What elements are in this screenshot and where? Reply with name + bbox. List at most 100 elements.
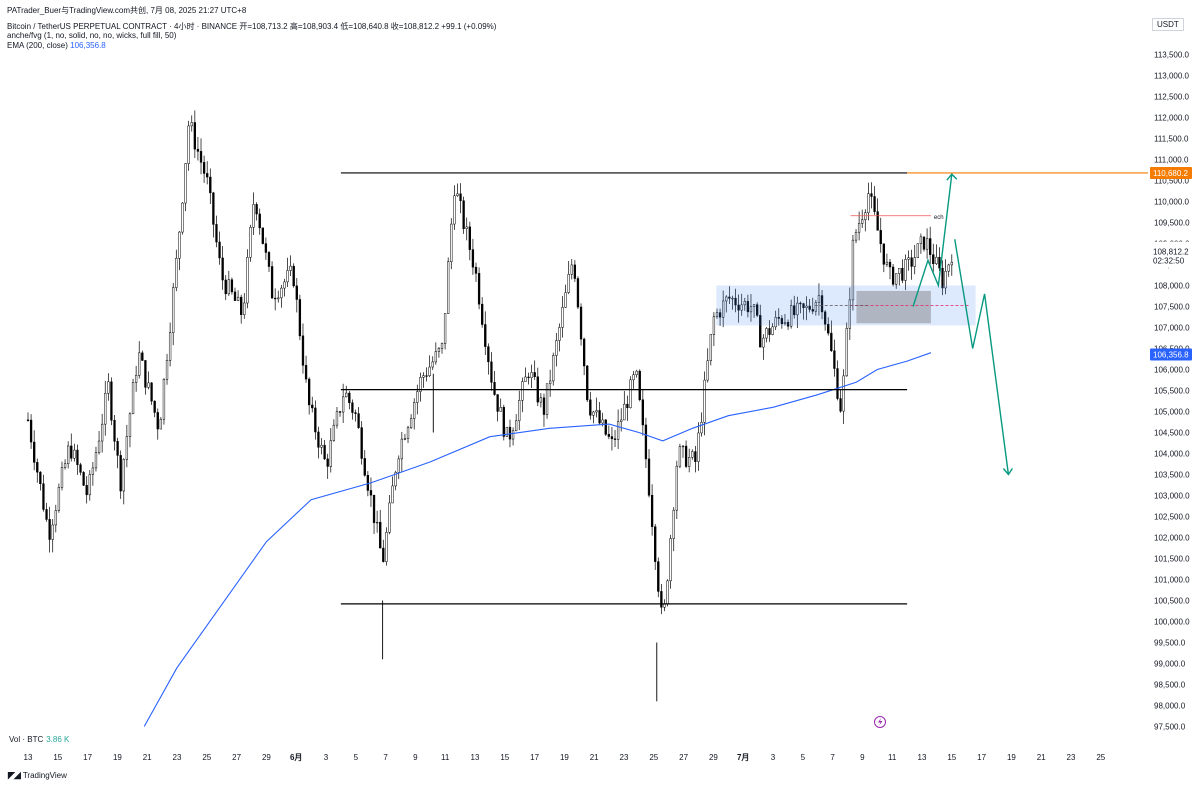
candle-body xyxy=(187,125,190,164)
candle-body xyxy=(70,445,73,459)
candle-body xyxy=(280,287,283,299)
candle-body xyxy=(138,352,141,376)
candle-body xyxy=(341,396,345,413)
x-tick-label: 23 xyxy=(173,753,182,762)
candle-body xyxy=(904,259,907,281)
x-tick-label: 25 xyxy=(649,753,658,762)
current-price-bg xyxy=(1150,241,1192,268)
candle-body xyxy=(521,381,524,401)
candle-body xyxy=(36,462,39,473)
candle-body xyxy=(839,398,842,412)
candle-body xyxy=(360,427,363,459)
candle-body xyxy=(434,351,437,363)
candle-body xyxy=(515,420,518,432)
candle-body xyxy=(385,532,388,562)
candle-body xyxy=(715,312,719,317)
candle-body xyxy=(898,268,901,274)
y-tick-label: 111,000.0 xyxy=(1154,156,1189,165)
candle-body xyxy=(508,426,512,440)
candle-body xyxy=(919,236,923,244)
candle-body xyxy=(524,376,527,382)
candle-body xyxy=(172,287,175,333)
y-tick-label: 108,000.0 xyxy=(1154,282,1190,291)
candle-body xyxy=(277,297,280,300)
candle-body xyxy=(48,519,51,540)
candle-body xyxy=(382,547,385,562)
candle-body xyxy=(443,313,447,344)
candle-body xyxy=(91,467,95,475)
candle-body xyxy=(935,256,938,265)
candle-body xyxy=(97,440,101,453)
candle-body xyxy=(326,458,329,467)
candle-body xyxy=(261,227,264,244)
x-tick-label: 15 xyxy=(947,753,956,762)
x-tick-label: 21 xyxy=(1037,753,1046,762)
candle-body xyxy=(193,122,196,150)
x-tick-label: 25 xyxy=(1096,753,1105,762)
x-tick-label: 23 xyxy=(620,753,629,762)
x-tick-label: 21 xyxy=(143,753,152,762)
candle-body xyxy=(762,337,765,348)
candle-body xyxy=(743,301,746,306)
candle-body xyxy=(867,193,870,213)
volume-legend[interactable]: Vol · BTC 3.86 K xyxy=(9,735,69,744)
candle-body xyxy=(221,257,224,281)
candle-body xyxy=(162,378,166,420)
y-tick-label: 101,000.0 xyxy=(1154,576,1190,585)
candle-body xyxy=(39,471,42,485)
ema-value: 106,356.8 xyxy=(70,41,106,50)
candle-body xyxy=(783,322,787,325)
candle-body xyxy=(88,474,91,496)
candle-body xyxy=(379,521,382,549)
indicator-legend[interactable]: anche/fvg (1, no, solid, no, no, wicks, … xyxy=(7,31,177,40)
candle-body xyxy=(944,270,947,289)
candle-body xyxy=(252,204,255,228)
candle-body xyxy=(756,304,759,316)
tradingview-logo[interactable]: ◤◢ TradingView xyxy=(8,770,67,781)
candle-body xyxy=(283,281,286,289)
candle-body xyxy=(681,445,685,448)
candle-body xyxy=(555,340,558,356)
volume-label: Vol · BTC xyxy=(9,735,44,744)
candle-body xyxy=(119,455,122,492)
candle-body xyxy=(752,304,756,307)
x-tick-label: 6月 xyxy=(290,753,302,762)
x-tick-label: 27 xyxy=(679,753,688,762)
candle-body xyxy=(817,295,821,303)
candle-body xyxy=(564,292,567,308)
candle-body xyxy=(178,231,181,259)
candle-body xyxy=(295,285,298,300)
currency-button[interactable]: USDT xyxy=(1152,18,1184,31)
candle-body xyxy=(233,291,237,301)
ema-legend[interactable]: EMA (200, close) 106,356.8 xyxy=(7,41,106,50)
candle-body xyxy=(820,295,824,313)
candle-body xyxy=(823,311,827,325)
candle-body xyxy=(712,316,716,335)
candle-body xyxy=(311,404,314,409)
candle-body xyxy=(292,265,295,287)
candle-body xyxy=(950,261,953,266)
candle-body xyxy=(134,375,138,383)
candle-body xyxy=(409,418,413,428)
candle-body xyxy=(60,467,64,488)
candle-body xyxy=(286,270,289,283)
candle-body xyxy=(298,299,302,337)
x-tick-label: 3 xyxy=(324,753,329,762)
y-tick-label: 113,000.0 xyxy=(1154,72,1190,81)
candle-body xyxy=(765,328,768,339)
candle-body xyxy=(901,268,904,281)
candle-body xyxy=(243,302,246,315)
candle-body xyxy=(876,211,879,231)
candle-body xyxy=(474,266,478,274)
candle-body xyxy=(598,410,601,424)
candle-body xyxy=(73,449,76,459)
candle-body xyxy=(323,444,326,460)
candle-body xyxy=(879,230,882,245)
y-tick-label: 100,000.0 xyxy=(1154,618,1190,627)
candle-body xyxy=(394,472,397,487)
symbol-legend[interactable]: Bitcoin / TetherUS PERPETUAL CONTRACT · … xyxy=(7,22,497,31)
candle-body xyxy=(67,445,70,464)
candle-body xyxy=(700,422,703,434)
x-tick-label: 9 xyxy=(860,753,865,762)
